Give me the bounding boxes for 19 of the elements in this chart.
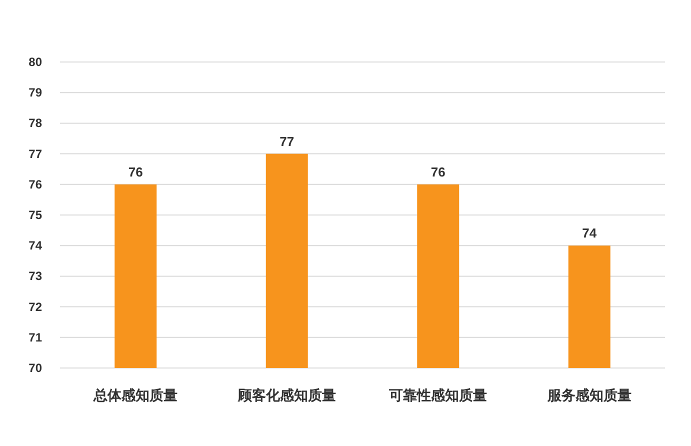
x-tick-label: 服务感知质量 xyxy=(546,387,632,403)
y-tick-label: 71 xyxy=(28,330,42,344)
y-tick-label: 72 xyxy=(28,300,42,314)
y-tick-label: 73 xyxy=(28,269,42,284)
data-label: 76 xyxy=(430,164,446,180)
y-tick-label: 80 xyxy=(28,55,42,69)
x-tick-label: 总体感知质量 xyxy=(92,387,178,403)
data-label: 76 xyxy=(128,164,143,180)
y-tick-label: 78 xyxy=(28,116,42,130)
data-label: 74 xyxy=(582,226,598,241)
y-tick-label: 76 xyxy=(28,177,42,192)
data-label: 77 xyxy=(280,134,294,149)
x-tick-label: 可靠性感知质量 xyxy=(388,387,488,403)
y-tick-label: 77 xyxy=(28,146,42,161)
y-tick-label: 75 xyxy=(28,208,42,222)
y-tick-label: 79 xyxy=(28,86,42,100)
y-tick-label: 74 xyxy=(28,238,42,253)
y-tick-label: 70 xyxy=(28,361,42,375)
x-tick-label: 顾客化感知质量 xyxy=(236,387,336,403)
